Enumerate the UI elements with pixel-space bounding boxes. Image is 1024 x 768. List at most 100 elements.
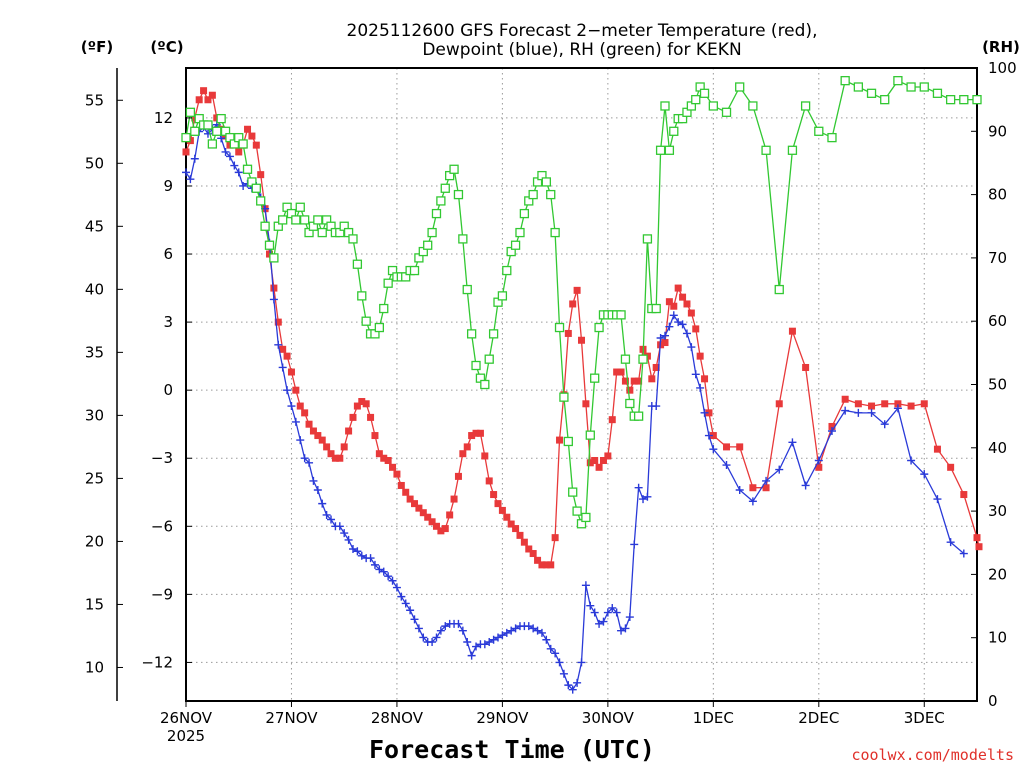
temperature-point <box>208 91 216 99</box>
dewpoint-point <box>762 476 771 485</box>
temperature-point <box>301 409 309 417</box>
dewpoint-point <box>577 658 586 667</box>
x-tick-label: 30NOV <box>582 709 635 727</box>
rh-point <box>664 145 675 155</box>
rh-point <box>959 95 969 105</box>
rh-point <box>880 95 890 105</box>
chart-title-line1: 2025112600 GFS Forecast 2−meter Temperat… <box>347 21 818 41</box>
rh-point <box>585 430 595 440</box>
dewpoint-point <box>643 492 652 501</box>
rh-point <box>436 196 446 206</box>
dewpoint-point <box>546 644 555 653</box>
temperature-point <box>626 386 634 394</box>
rh-point <box>638 354 648 364</box>
dewpoint-point <box>225 152 234 161</box>
celsius-tick-label: 0 <box>163 381 173 399</box>
dewpoint-point <box>278 363 287 372</box>
dewpoint-point <box>612 608 621 617</box>
temperature-point <box>538 561 546 569</box>
fahrenheit-tick-label: 45 <box>85 217 104 235</box>
dewpoint-point <box>559 669 568 678</box>
x-tick-label: 27NOV <box>265 709 318 727</box>
temperature-point <box>472 429 480 437</box>
rh-tick-label: 10 <box>988 629 1007 647</box>
temperature-point <box>283 352 291 360</box>
temperature-point <box>362 400 370 408</box>
temperature-point <box>481 452 489 460</box>
dewpoint-point <box>814 456 823 465</box>
rh-point <box>361 316 371 326</box>
dewpoint-point <box>933 495 942 504</box>
celsius-unit-label: (ºC) <box>150 38 183 56</box>
temperature-point <box>665 298 673 306</box>
dewpoint-point <box>788 438 797 447</box>
dewpoint-point <box>357 551 366 560</box>
rh-point <box>242 164 253 174</box>
rh-point <box>299 215 310 225</box>
rh-point <box>458 234 468 244</box>
temperature-point <box>415 504 423 512</box>
dewpoint-point <box>533 626 542 635</box>
rh-point <box>203 120 213 130</box>
temperature-point <box>569 300 577 308</box>
dewpoint-point <box>511 624 520 633</box>
plot-frame <box>185 67 978 702</box>
dewpoint-point <box>656 333 665 342</box>
rh-point <box>313 215 323 225</box>
fahrenheit-unit-label: (ºF) <box>81 38 113 56</box>
rh-point <box>528 189 538 200</box>
rh-point <box>651 303 661 314</box>
fahrenheit-tick-label: 25 <box>85 469 104 487</box>
temperature-point <box>490 491 498 499</box>
rh-point <box>480 379 490 390</box>
temperature-point <box>736 443 744 451</box>
rh-tick-label: 20 <box>988 565 1007 583</box>
rh-point <box>774 284 784 295</box>
x-tick-label: 26NOV <box>160 709 213 727</box>
rh-point <box>488 329 499 339</box>
dewpoint-point <box>436 626 445 635</box>
rh-point <box>484 354 494 364</box>
temperature-point <box>701 375 709 383</box>
temperature-point <box>975 543 983 551</box>
temperature-point <box>248 132 256 140</box>
dewpoint-point <box>472 642 481 651</box>
dewpoint-point <box>722 461 731 470</box>
temperature-point <box>920 400 928 408</box>
dewpoint-point <box>190 154 199 163</box>
temperature-point <box>617 368 625 376</box>
dewpoint-point <box>432 633 441 642</box>
dewpoint-point <box>370 560 379 569</box>
temperature-point <box>507 520 515 528</box>
fahrenheit-tick-label: 50 <box>85 154 104 172</box>
dewpoint-point <box>414 624 423 633</box>
rh-point <box>291 215 301 225</box>
dewpoint-point <box>318 499 327 508</box>
temperature-point <box>705 409 713 417</box>
temperature-point <box>446 511 454 519</box>
dewpoint-point <box>182 168 190 177</box>
x-axis-title: Forecast Time (UTC) <box>369 735 655 764</box>
dewpoint-line <box>185 123 965 691</box>
rh-point <box>787 145 798 155</box>
rh-point <box>409 265 420 276</box>
x-tick-label: 2DEC <box>798 709 839 727</box>
rh-point <box>840 76 850 86</box>
dewpoint-point <box>704 431 713 440</box>
temperature-point <box>494 500 502 508</box>
temperature-point <box>323 443 331 451</box>
dewpoint-point <box>458 626 467 635</box>
rh-point <box>181 132 191 143</box>
temperature-point <box>204 96 212 104</box>
rh-point <box>581 512 591 523</box>
rh-point <box>427 227 437 238</box>
rh-point <box>207 139 218 149</box>
temperature-point <box>661 339 669 347</box>
dewpoint-point <box>841 406 850 415</box>
source-credit: coolwx.com/modelts <box>851 746 1014 764</box>
dewpoint-point <box>691 370 700 379</box>
dewpoint-point <box>300 454 309 463</box>
dewpoint-point <box>274 340 283 349</box>
temperature-point <box>674 284 682 292</box>
